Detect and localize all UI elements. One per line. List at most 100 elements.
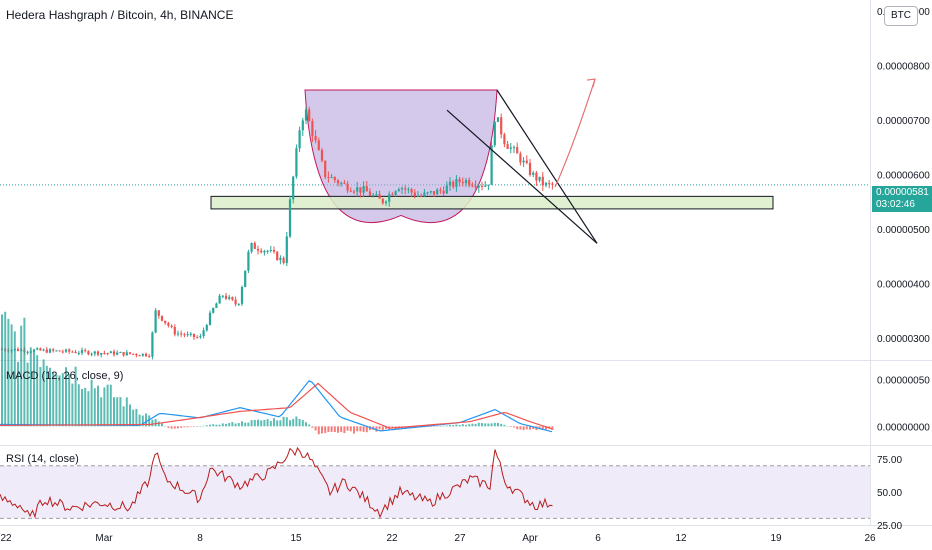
macd-histogram-bar bbox=[186, 426, 189, 428]
macd-histogram-bar bbox=[84, 387, 87, 427]
price-axis-label: 0.00000800 bbox=[877, 61, 930, 72]
macd-histogram-bar bbox=[465, 424, 467, 427]
macd-histogram-bar bbox=[13, 331, 16, 427]
candle-body bbox=[68, 349, 71, 352]
candle-body bbox=[183, 334, 186, 336]
macd-histogram-bar bbox=[199, 426, 202, 427]
macd-histogram-bar bbox=[276, 420, 279, 427]
macd-histogram-bar bbox=[138, 414, 141, 427]
macd-histogram-bar bbox=[218, 424, 221, 427]
candle-body bbox=[282, 257, 285, 264]
candle-body bbox=[416, 195, 420, 197]
macd-histogram-bar bbox=[87, 391, 90, 427]
chart-title: Hedera Hashgraph / Bitcoin, 4h, BINANCE bbox=[6, 8, 234, 22]
candle-body bbox=[39, 348, 42, 351]
macd-histogram-bar bbox=[436, 426, 439, 427]
macd-histogram-bar bbox=[71, 383, 74, 427]
macd-histogram-bar bbox=[221, 423, 224, 427]
candle-body bbox=[372, 195, 375, 197]
candle-body bbox=[429, 191, 432, 193]
candle-body bbox=[189, 333, 192, 335]
rsi-axis-label: 25.00 bbox=[877, 521, 902, 532]
candle-body bbox=[487, 184, 490, 186]
last-price-countdown: 03:02:46 bbox=[876, 199, 915, 210]
macd-histogram-bar bbox=[468, 424, 471, 427]
macd-histogram-bar bbox=[362, 426, 365, 432]
macd-histogram-bar bbox=[381, 426, 384, 431]
wedge-lower-line[interactable] bbox=[446, 109, 598, 244]
candle-body bbox=[292, 176, 295, 200]
candle-body bbox=[36, 348, 39, 350]
macd-histogram-bar bbox=[545, 426, 547, 430]
candle-body bbox=[119, 352, 122, 354]
candle-body bbox=[484, 185, 487, 187]
macd-histogram-bar bbox=[247, 422, 250, 427]
macd-histogram-bar bbox=[525, 426, 528, 430]
candle-body bbox=[490, 145, 493, 185]
macd-histogram-bar bbox=[349, 426, 352, 432]
macd-histogram-bar bbox=[375, 426, 378, 432]
candle-body bbox=[170, 325, 173, 327]
macd-histogram-bar bbox=[189, 426, 192, 427]
support-zone[interactable] bbox=[210, 195, 774, 210]
candle-body bbox=[84, 350, 87, 352]
candle-body bbox=[61, 351, 64, 353]
wedge-upper-line[interactable] bbox=[496, 89, 598, 244]
candle-body bbox=[151, 332, 154, 357]
macd-histogram-bar bbox=[314, 426, 317, 431]
candle-body bbox=[237, 303, 240, 305]
macd-histogram-bar bbox=[269, 421, 272, 427]
time-axis-label: 15 bbox=[290, 533, 302, 544]
macd-histogram-bar bbox=[196, 426, 199, 427]
candle-body bbox=[394, 191, 397, 195]
macd-histogram-bar bbox=[449, 425, 451, 427]
candle-body bbox=[503, 134, 506, 145]
macd-histogram-bar bbox=[157, 421, 160, 427]
macd-histogram-bar bbox=[151, 419, 154, 427]
candle-body bbox=[535, 172, 538, 181]
macd-histogram-bar bbox=[385, 426, 387, 429]
projection-arrow[interactable] bbox=[554, 78, 596, 188]
time-axis-label: 22 bbox=[386, 533, 398, 544]
macd-histogram-bar bbox=[145, 413, 147, 427]
macd-histogram-bar bbox=[23, 317, 26, 427]
candle-body bbox=[55, 350, 58, 352]
macd-histogram-bar bbox=[490, 423, 493, 427]
macd-histogram-bar bbox=[61, 373, 64, 427]
candle-body bbox=[516, 147, 519, 154]
macd-histogram-bar bbox=[308, 424, 311, 427]
macd-histogram-bar bbox=[452, 424, 455, 427]
candle-body bbox=[500, 117, 503, 135]
macd-histogram-bar bbox=[513, 426, 515, 428]
currency-badge[interactable]: BTC bbox=[884, 6, 918, 26]
cup-drawing[interactable] bbox=[304, 89, 498, 224]
candle-body bbox=[208, 312, 212, 326]
candle-body bbox=[276, 251, 279, 261]
candle-body bbox=[528, 162, 532, 175]
macd-histogram-bar bbox=[506, 425, 509, 427]
macd-histogram-bar bbox=[292, 418, 295, 427]
macd-histogram-bar bbox=[253, 419, 256, 427]
macd-histogram-bar bbox=[215, 424, 218, 427]
candle-body bbox=[365, 186, 368, 192]
candle-body bbox=[442, 190, 445, 194]
macd-histogram-bar bbox=[330, 426, 333, 432]
candle-body bbox=[221, 295, 224, 297]
macd-histogram-bar bbox=[484, 423, 487, 427]
candle-body bbox=[400, 188, 404, 190]
rsi-label[interactable]: RSI (14, close) bbox=[6, 453, 79, 465]
candle-body bbox=[42, 349, 45, 351]
macd-histogram-bar bbox=[193, 426, 195, 427]
macd-histogram-bar bbox=[474, 423, 477, 427]
macd-histogram-bar bbox=[263, 419, 266, 427]
macd-histogram-bar bbox=[250, 420, 253, 427]
candle-body bbox=[192, 333, 196, 338]
macd-histogram-bar bbox=[477, 422, 480, 427]
macd-histogram-bar bbox=[522, 426, 525, 431]
candles-group bbox=[0, 105, 554, 360]
macd-histogram-bar bbox=[116, 397, 119, 427]
candle-body bbox=[256, 248, 260, 251]
macd-label[interactable]: MACD (12, 26, close, 9) bbox=[6, 370, 124, 382]
candle-body bbox=[474, 185, 477, 188]
